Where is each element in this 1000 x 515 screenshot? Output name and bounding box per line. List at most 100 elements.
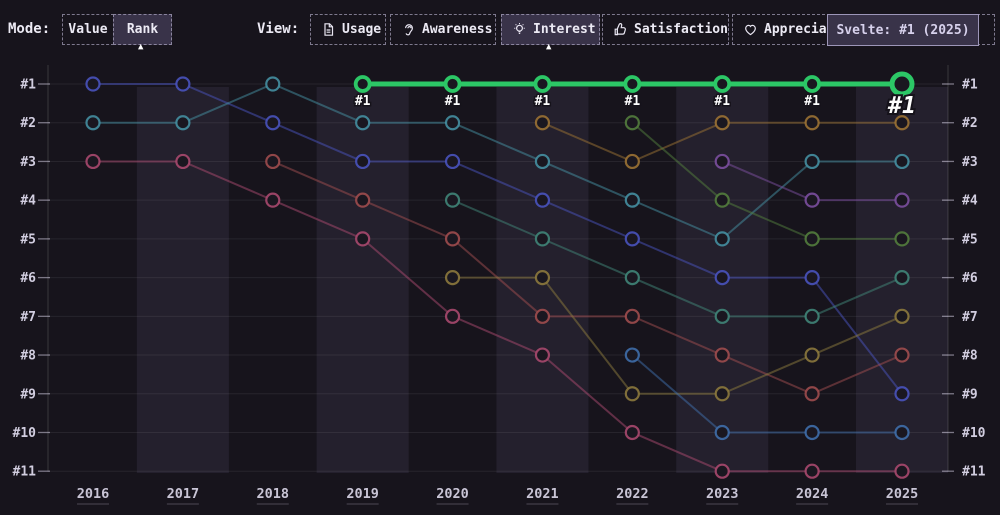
year-label[interactable]: 2016 [77, 486, 110, 502]
data-point[interactable] [444, 231, 461, 247]
right-rank-label: #1 [962, 78, 978, 93]
data-point[interactable] [714, 192, 730, 208]
view-option-interest-label: Interest [533, 22, 596, 37]
year-label[interactable]: 2022 [616, 486, 649, 502]
data-point[interactable] [444, 308, 461, 324]
year-label[interactable]: 2019 [346, 486, 379, 502]
left-rank-label: #5 [20, 232, 36, 247]
mode-option-value[interactable]: Value [62, 14, 114, 45]
hover-tooltip: Svelte: #1 (2025) [827, 14, 979, 46]
data-point[interactable] [534, 153, 551, 170]
data-point[interactable] [624, 231, 640, 247]
data-point[interactable] [623, 75, 642, 93]
data-point[interactable] [804, 308, 820, 324]
data-point[interactable] [624, 386, 640, 402]
year-label[interactable]: 2021 [526, 486, 559, 502]
data-point[interactable] [804, 231, 820, 247]
data-point[interactable] [175, 76, 191, 92]
data-point[interactable] [175, 115, 191, 131]
data-point[interactable] [265, 153, 281, 170]
data-point[interactable] [534, 270, 551, 286]
year-label[interactable]: 2023 [706, 486, 739, 502]
data-point[interactable] [804, 424, 820, 441]
data-point[interactable] [894, 308, 910, 324]
left-rank-label: #8 [20, 349, 36, 364]
series-line [452, 199, 903, 318]
data-point[interactable] [444, 192, 461, 208]
year-label[interactable]: 2020 [436, 486, 469, 502]
data-point[interactable] [894, 386, 910, 402]
data-point[interactable] [534, 347, 551, 363]
data-point[interactable] [624, 347, 640, 363]
view-option-awareness[interactable]: Awareness [390, 14, 496, 45]
data-point[interactable] [533, 75, 552, 93]
data-point[interactable] [355, 115, 371, 131]
data-point[interactable] [624, 308, 640, 324]
mode-label: Mode: [8, 21, 51, 37]
data-point[interactable] [534, 115, 551, 131]
data-point[interactable] [624, 115, 640, 131]
data-point[interactable] [714, 270, 730, 286]
data-point[interactable] [894, 347, 910, 363]
data-point[interactable] [894, 424, 910, 441]
year-label[interactable]: 2018 [257, 486, 290, 502]
data-point[interactable] [804, 347, 820, 363]
data-point[interactable] [85, 153, 101, 170]
data-point[interactable] [624, 192, 640, 208]
data-point[interactable] [534, 231, 551, 247]
data-point[interactable] [444, 115, 461, 131]
data-point[interactable] [714, 463, 730, 479]
view-option-satisfaction-label: Satisfaction [634, 22, 728, 37]
data-point[interactable] [444, 153, 461, 170]
data-point[interactable] [804, 386, 820, 402]
data-point[interactable] [624, 424, 640, 441]
data-point[interactable] [894, 270, 910, 286]
mode-option-rank[interactable]: Rank [113, 14, 172, 45]
data-point[interactable] [894, 153, 910, 170]
data-point[interactable] [804, 270, 820, 286]
data-point[interactable] [713, 75, 732, 93]
data-point[interactable] [714, 153, 730, 170]
data-point[interactable] [714, 347, 730, 363]
data-point[interactable] [355, 192, 371, 208]
data-point[interactable] [714, 386, 730, 402]
caret-up-icon: ▲ [546, 42, 552, 52]
data-point[interactable] [804, 153, 820, 170]
right-rank-label: #4 [962, 194, 978, 209]
data-point[interactable] [353, 75, 372, 93]
year-label[interactable]: 2024 [796, 486, 829, 502]
data-point[interactable] [624, 270, 640, 286]
data-point[interactable] [804, 463, 820, 479]
data-point[interactable] [714, 424, 730, 441]
data-point[interactable] [894, 463, 910, 479]
year-label[interactable]: 2025 [886, 486, 919, 502]
view-option-awareness-label: Awareness [422, 22, 493, 37]
data-point[interactable] [265, 76, 281, 92]
view-option-satisfaction[interactable]: Satisfaction [602, 14, 729, 45]
data-point[interactable] [894, 192, 910, 208]
data-point[interactable] [624, 153, 640, 170]
data-point[interactable] [714, 231, 730, 247]
year-label[interactable]: 2017 [167, 486, 200, 502]
data-point[interactable] [534, 192, 551, 208]
data-point[interactable] [85, 115, 101, 131]
data-point[interactable] [443, 75, 462, 93]
data-point[interactable] [889, 71, 915, 97]
data-point[interactable] [265, 115, 281, 131]
data-point[interactable] [804, 115, 820, 131]
data-point[interactable] [355, 231, 371, 247]
data-point[interactable] [894, 115, 910, 131]
view-option-interest[interactable]: Interest [501, 14, 600, 45]
data-point[interactable] [714, 308, 730, 324]
data-point[interactable] [265, 192, 281, 208]
data-point[interactable] [444, 270, 461, 286]
data-point[interactable] [894, 231, 910, 247]
data-point[interactable] [355, 153, 371, 170]
data-point[interactable] [85, 76, 101, 92]
view-option-usage[interactable]: Usage [310, 14, 386, 45]
data-point[interactable] [803, 75, 822, 93]
data-point[interactable] [534, 308, 551, 324]
data-point[interactable] [714, 115, 730, 131]
data-point[interactable] [804, 192, 820, 208]
data-point[interactable] [175, 153, 191, 170]
